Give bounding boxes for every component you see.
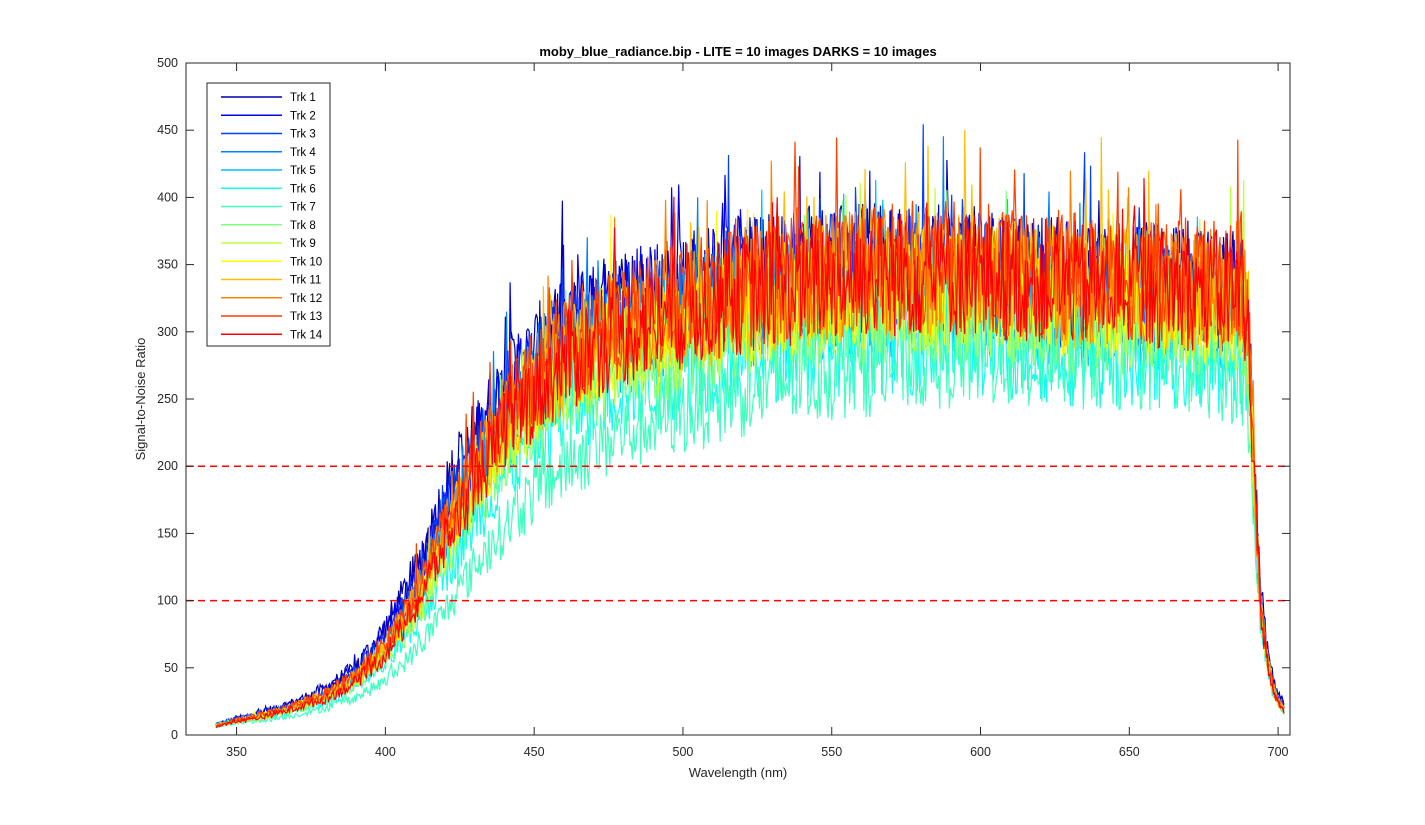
reference-lines — [186, 465, 1290, 602]
x-tick-label: 650 — [1119, 745, 1140, 759]
x-tick-label: 550 — [821, 745, 842, 759]
y-axis-label: Signal-to-Noise Ratio — [133, 338, 148, 461]
legend-label-trk-14: Trk 14 — [290, 329, 323, 341]
y-tick-label: 500 — [157, 56, 178, 70]
chart-title: moby_blue_radiance.bip - LITE = 10 image… — [539, 44, 936, 59]
series-layer — [215, 124, 1285, 729]
x-tick-label: 450 — [524, 745, 545, 759]
plot-background — [186, 63, 1290, 735]
y-axis-ticks: 0 50 100 150 200 250 300 350 400 450 500 — [157, 56, 1290, 742]
y-tick-label: 100 — [157, 594, 178, 608]
legend-label-trk-9: Trk 9 — [290, 238, 316, 250]
x-tick-label: 500 — [673, 745, 694, 759]
legend-label-trk-12: Trk 12 — [290, 293, 322, 305]
legend-label-trk-7: Trk 7 — [290, 202, 316, 214]
y-tick-label: 200 — [157, 459, 178, 473]
legend-label-trk-1: Trk 1 — [290, 92, 316, 104]
legend: Trk 1 Trk 2 Trk 3 Trk 4 Trk 5 Trk 6 Trk 7 Trk 8… — [206, 82, 331, 347]
y-tick-label: 350 — [157, 258, 178, 272]
legend-items: Trk 1 Trk 2 Trk 3 Trk 4 Trk 5 Trk 6 Trk 7 Trk 8… — [221, 92, 323, 341]
y-tick-label: 0 — [171, 728, 178, 742]
legend-label-trk-2: Trk 2 — [290, 110, 316, 122]
legend-box — [206, 82, 331, 347]
plot-area: 350 400 450 500 550 600 650 700 0 50 100 150 200 250… — [157, 56, 1291, 759]
x-tick-label: 600 — [970, 745, 991, 759]
x-axis-label: Wavelength (nm) — [689, 765, 788, 780]
legend-label-trk-4: Trk 4 — [290, 147, 316, 159]
y-tick-label: 400 — [157, 190, 178, 204]
series-line-trk-14 — [215, 177, 1285, 728]
legend-label-trk-10: Trk 10 — [290, 256, 322, 268]
legend-label-trk-3: Trk 3 — [290, 129, 316, 141]
legend-label-trk-8: Trk 8 — [290, 220, 316, 232]
legend-label-trk-11: Trk 11 — [290, 275, 321, 287]
legend-label-trk-6: Trk 6 — [290, 183, 316, 195]
y-tick-label: 250 — [157, 392, 178, 406]
legend-label-trk-5: Trk 5 — [290, 165, 316, 177]
y-tick-label: 450 — [157, 123, 178, 137]
x-tick-label: 350 — [226, 745, 247, 759]
x-axis-ticks: 350 400 450 500 550 600 650 700 — [226, 63, 1289, 759]
y-tick-label: 150 — [157, 526, 178, 540]
x-tick-label: 400 — [375, 745, 396, 759]
y-tick-label: 50 — [164, 661, 178, 675]
legend-label-trk-13: Trk 13 — [290, 311, 322, 323]
x-tick-label: 700 — [1268, 745, 1289, 759]
y-tick-label: 300 — [157, 325, 178, 339]
